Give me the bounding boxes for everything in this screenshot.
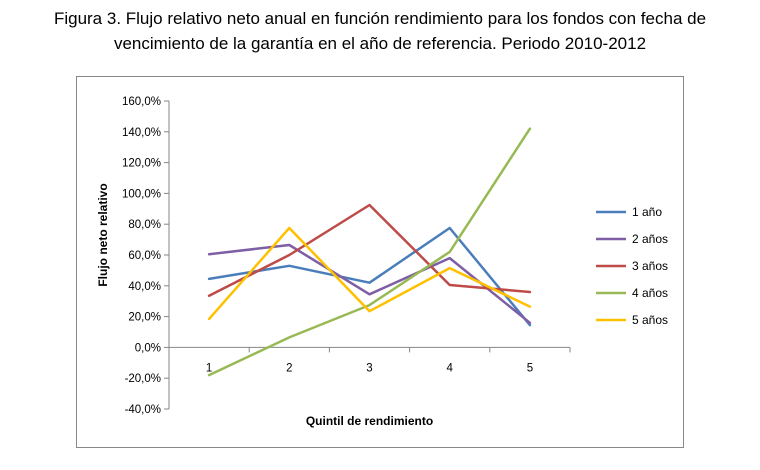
legend-label-2: 2 años [632, 232, 668, 246]
y-tick-label: 100,0% [122, 188, 161, 200]
y-tick-label: 20,0% [128, 312, 161, 324]
y-tick-label: 120,0% [122, 158, 161, 170]
y-tick-label: 160,0% [122, 96, 161, 108]
y-tick-label: 60,0% [128, 250, 161, 262]
y-tick-label: 40,0% [128, 281, 161, 293]
caption-line-2: vencimiento de la garantía en el año de … [113, 34, 647, 53]
y-tick-label: 0,0% [135, 342, 161, 354]
x-axis-title: Quintil de rendimiento [306, 414, 433, 428]
x-tick-label: 5 [527, 362, 533, 374]
y-tick-label: -40,0% [125, 404, 161, 416]
y-tick-label: 80,0% [128, 219, 161, 231]
y-axis-title: Flujo neto relativo [96, 183, 110, 286]
y-tick-label: -20,0% [125, 373, 161, 385]
series-line-5 [207, 226, 532, 321]
y-tick-label: 140,0% [122, 127, 161, 139]
legend-label-5: 5 años [632, 313, 668, 327]
series-line-3 [207, 203, 532, 298]
x-tick-label: 3 [366, 362, 372, 374]
legend: 1 año 2 años 3 años 4 años 5 años [596, 205, 668, 327]
series-line-1 [207, 226, 532, 327]
x-tick-label: 4 [446, 362, 453, 374]
legend-label-3: 3 años [632, 259, 668, 273]
axes: -40,0% -20,0% 0,0% 20,0% 40,0% 60,0% 80,0% 100,… [96, 96, 571, 428]
legend-label-1: 1 año [632, 205, 662, 219]
series-lines [207, 127, 532, 377]
x-tick-label: 1 [206, 362, 212, 374]
caption-line-1: Figura 3. Flujo relativo neto anual en f… [53, 9, 707, 28]
series-line-4 [207, 127, 532, 377]
line-chart: -40,0% -20,0% 0,0% 20,0% 40,0% 60,0% 80,0% 100,… [96, 96, 668, 428]
x-tick-label: 2 [286, 362, 292, 374]
figure-caption: Figura 3. Flujo relativo neto anual en f… [0, 6, 760, 56]
legend-label-4: 4 años [632, 286, 668, 300]
chart-frame [76, 76, 684, 448]
